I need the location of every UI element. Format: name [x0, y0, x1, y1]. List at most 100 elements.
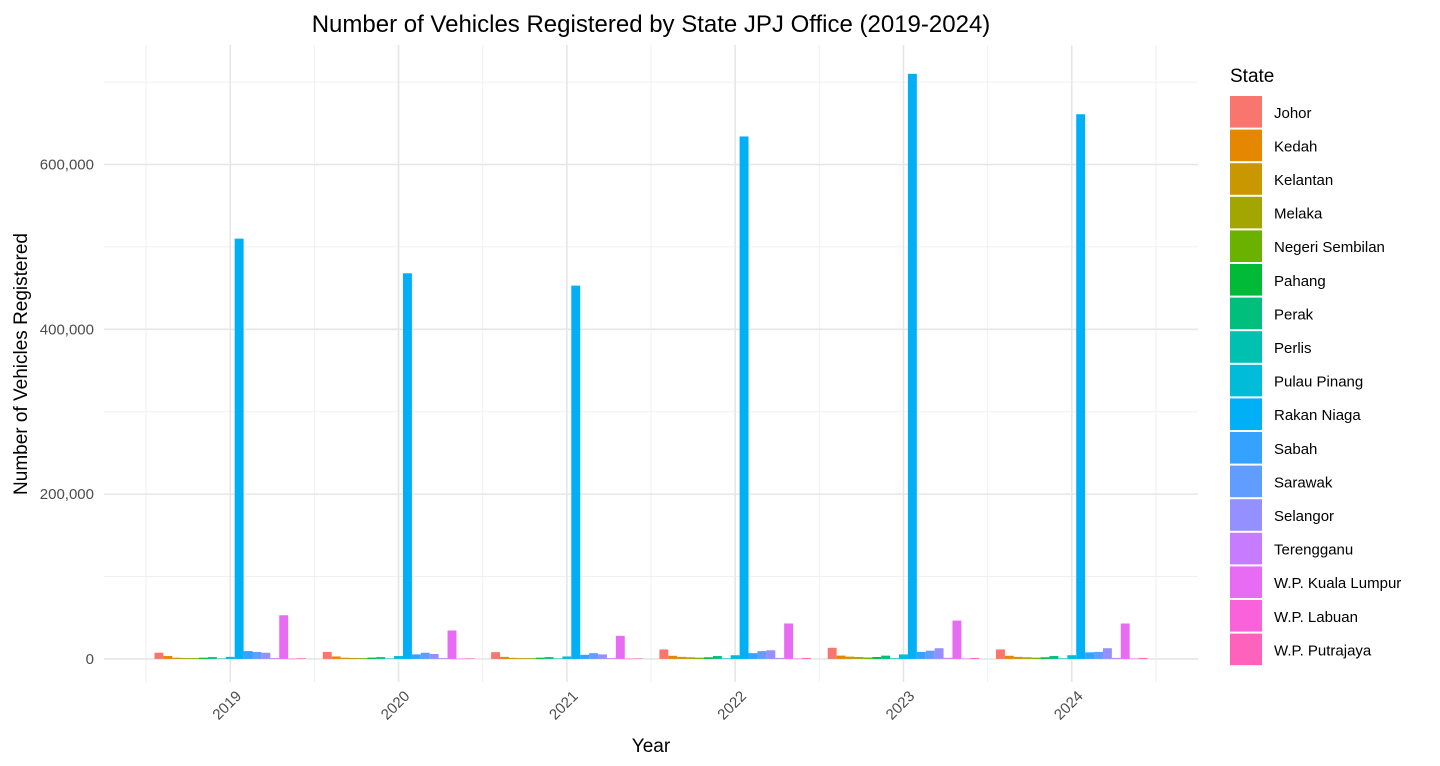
legend-label: Kedah	[1274, 138, 1317, 155]
legend-swatch	[1230, 331, 1262, 363]
bar	[916, 651, 926, 659]
bar	[181, 657, 191, 659]
chart-title: Number of Vehicles Registered by State J…	[312, 11, 991, 38]
legend-label: W.P. Labuan	[1274, 609, 1358, 626]
legend-label: Pulau Pinang	[1274, 374, 1363, 391]
bar	[899, 654, 908, 659]
bar	[996, 649, 1005, 659]
bar	[207, 657, 217, 659]
bar	[288, 658, 298, 660]
bar	[1049, 656, 1059, 659]
bar	[447, 630, 457, 659]
legend-swatch	[1230, 129, 1262, 162]
bar	[465, 658, 475, 659]
bar	[766, 650, 776, 659]
legend-swatch	[1230, 633, 1262, 666]
bar	[234, 238, 244, 659]
legend-swatch	[1230, 264, 1262, 296]
bar	[801, 657, 811, 659]
bar	[827, 647, 837, 659]
bar	[420, 652, 430, 659]
bar	[598, 654, 607, 659]
bar	[695, 657, 704, 659]
legend-label: Negeri Sembilan	[1274, 239, 1385, 256]
bar	[270, 658, 280, 659]
bar	[589, 653, 599, 659]
bar	[349, 657, 359, 659]
bar	[845, 656, 855, 659]
bar	[402, 273, 412, 659]
bar	[1022, 657, 1032, 659]
bar	[562, 656, 572, 659]
x-axis-ticks: 2019 2020 2021 2022 2023 2024	[209, 688, 1086, 724]
legend-label: Perak	[1274, 306, 1314, 323]
bar	[775, 657, 785, 659]
legend-title: State	[1230, 66, 1274, 87]
x-tick-label: 2019	[209, 688, 245, 724]
bar	[872, 657, 882, 659]
legend-label: Sabah	[1274, 441, 1317, 458]
bar	[793, 658, 802, 660]
bar	[863, 657, 873, 659]
legend-label: Sarawak	[1274, 474, 1333, 491]
legend-label: Kelantan	[1274, 172, 1333, 189]
legend-label: W.P. Kuala Lumpur	[1274, 575, 1401, 592]
bar	[970, 657, 980, 659]
y-tick-label: 200,000	[40, 486, 94, 503]
bar	[686, 657, 696, 659]
legend-swatch	[1230, 163, 1262, 195]
legend-swatch	[1230, 398, 1262, 430]
legend-swatch	[1230, 96, 1262, 128]
legend-swatch	[1230, 230, 1262, 262]
bar	[934, 648, 944, 659]
legend-label: Rakan Niaga	[1274, 407, 1361, 424]
legend-label: Pahang	[1274, 273, 1326, 290]
bar	[615, 635, 625, 659]
legend-swatch	[1230, 297, 1262, 330]
x-tick-label: 2020	[378, 688, 414, 724]
bar	[252, 651, 262, 659]
x-tick-label: 2024	[1051, 688, 1087, 724]
bar	[1085, 652, 1095, 659]
y-tick-label: 400,000	[40, 321, 94, 338]
x-tick-label: 2021	[546, 688, 582, 724]
bar	[199, 657, 208, 659]
bar	[322, 651, 332, 659]
bar	[163, 656, 173, 659]
bar	[890, 658, 900, 659]
legend: State Johor Kedah Kelantan Melaka Negeri Sem…	[1230, 66, 1401, 666]
bar	[757, 651, 767, 659]
bar	[730, 655, 740, 659]
legend-swatch	[1230, 600, 1262, 632]
bar	[385, 658, 395, 660]
bar	[535, 657, 545, 659]
legend-swatch	[1230, 465, 1262, 498]
bar	[1094, 651, 1103, 659]
bar	[633, 658, 643, 659]
bar	[925, 650, 935, 659]
legend-label: Terengganu	[1274, 542, 1353, 559]
legend-swatch	[1230, 196, 1262, 229]
legend-swatch	[1230, 364, 1262, 397]
bar	[1013, 656, 1023, 659]
bar	[553, 658, 563, 660]
bar	[526, 658, 536, 659]
bar	[438, 658, 448, 659]
bar	[190, 658, 200, 659]
bar	[331, 656, 341, 659]
bar	[297, 658, 306, 659]
bar	[712, 656, 722, 659]
bar	[411, 654, 421, 659]
bar	[703, 657, 713, 659]
bar	[961, 658, 971, 660]
bar	[748, 653, 758, 659]
bar	[456, 658, 466, 660]
bar	[500, 656, 509, 659]
bar	[739, 136, 749, 659]
x-tick-label: 2022	[714, 688, 750, 724]
bar	[677, 656, 687, 659]
x-axis-title: Year	[632, 736, 671, 757]
bar	[624, 658, 634, 660]
bar	[340, 657, 350, 659]
